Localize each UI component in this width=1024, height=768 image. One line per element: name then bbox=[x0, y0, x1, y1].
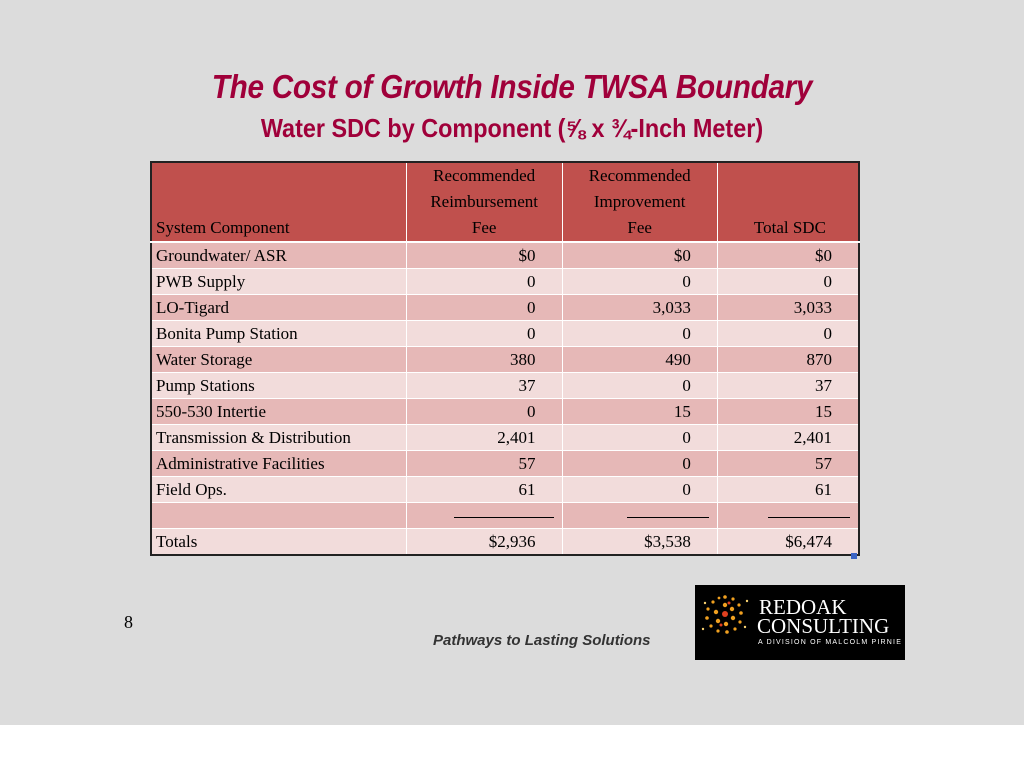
slide-subtitle: Water SDC by Component (⅝ x ¾-Inch Meter… bbox=[260, 113, 764, 143]
cell-grand-total: $6,474 bbox=[716, 528, 860, 556]
cell-improvement: 0 bbox=[561, 372, 718, 399]
subtotal-rule-row bbox=[150, 502, 860, 529]
cell-reimbursement: 380 bbox=[405, 346, 563, 373]
cell-reimbursement: 37 bbox=[405, 372, 563, 399]
table-row: Pump Stations 37 0 37 bbox=[150, 372, 860, 399]
cell-reimbursement: 0 bbox=[405, 268, 563, 295]
cell-improvement: 15 bbox=[561, 398, 718, 425]
cell-reimbursement: 0 bbox=[405, 320, 563, 347]
cell-component: Administrative Facilities bbox=[150, 450, 407, 477]
sunburst-logo-icon bbox=[701, 595, 749, 634]
table-row: Administrative Facilities 57 0 57 bbox=[150, 450, 860, 477]
table-row: PWB Supply 0 0 0 bbox=[150, 268, 860, 295]
table-row: Transmission & Distribution 2,401 0 2,40… bbox=[150, 424, 860, 451]
cell-component: Transmission & Distribution bbox=[150, 424, 407, 451]
slide: The Cost of Growth Inside TWSA Boundary … bbox=[0, 0, 1024, 725]
header-reimbursement-fee: Recommended Reimbursement Fee bbox=[405, 161, 563, 243]
totals-row: Totals $2,936 $3,538 $6,474 bbox=[150, 528, 860, 556]
redoak-logo: REDOAK CONSULTING A DIVISION OF MALCOLM … bbox=[695, 585, 905, 660]
cell-total-improvement: $3,538 bbox=[561, 528, 718, 556]
cell-improvement: 0 bbox=[561, 268, 718, 295]
cell-reimbursement: 57 bbox=[405, 450, 563, 477]
cell-improvement: 0 bbox=[561, 424, 718, 451]
logo-text-redoak: REDOAK bbox=[759, 595, 847, 619]
sdc-table: System Component Recommended Reimburseme… bbox=[150, 161, 860, 556]
cell-total: $0 bbox=[716, 241, 860, 269]
header-system-component: System Component bbox=[150, 161, 407, 243]
cell-improvement: 0 bbox=[561, 320, 718, 347]
logo-text-consulting: CONSULTING bbox=[757, 614, 890, 638]
cell-improvement: $0 bbox=[561, 241, 718, 269]
cell-component: 550-530 Intertie bbox=[150, 398, 407, 425]
cell-improvement: 0 bbox=[561, 450, 718, 477]
cell-total: 870 bbox=[716, 346, 860, 373]
cell-reimbursement: 2,401 bbox=[405, 424, 563, 451]
logo-division-text: A DIVISION OF MALCOLM PIRNIE bbox=[758, 639, 903, 646]
cell-total: 2,401 bbox=[716, 424, 860, 451]
table-row: LO-Tigard 0 3,033 3,033 bbox=[150, 294, 860, 321]
cell-total: 0 bbox=[716, 320, 860, 347]
table-resize-handle bbox=[851, 553, 857, 559]
cell-total: 0 bbox=[716, 268, 860, 295]
underline-rule bbox=[716, 502, 860, 529]
table-row: Bonita Pump Station 0 0 0 bbox=[150, 320, 860, 347]
tagline: Pathways to Lasting Solutions bbox=[433, 632, 651, 649]
cell-improvement: 490 bbox=[561, 346, 718, 373]
cell-component: Groundwater/ ASR bbox=[150, 241, 407, 269]
slide-title: The Cost of Growth Inside TWSA Boundary bbox=[211, 68, 813, 105]
cell-total-reimbursement: $2,936 bbox=[405, 528, 563, 556]
cell-reimbursement: $0 bbox=[405, 241, 563, 269]
underline-rule bbox=[561, 502, 718, 529]
page-number: 8 bbox=[124, 612, 133, 632]
cell-reimbursement: 0 bbox=[405, 294, 563, 321]
table-row: 550-530 Intertie 0 15 15 bbox=[150, 398, 860, 425]
table-row: Groundwater/ ASR $0 $0 $0 bbox=[150, 241, 860, 269]
underline-rule bbox=[405, 502, 563, 529]
cell-totals-label: Totals bbox=[150, 528, 407, 556]
cell-improvement: 0 bbox=[561, 476, 718, 503]
cell-component: LO-Tigard bbox=[150, 294, 407, 321]
header-improvement-fee: Recommended Improvement Fee bbox=[561, 161, 718, 243]
cell-total: 3,033 bbox=[716, 294, 860, 321]
cell-reimbursement: 0 bbox=[405, 398, 563, 425]
cell-reimbursement: 61 bbox=[405, 476, 563, 503]
header-total-sdc: Total SDC bbox=[716, 161, 860, 243]
cell-component: PWB Supply bbox=[150, 268, 407, 295]
cell-total: 57 bbox=[716, 450, 860, 477]
cell-total: 61 bbox=[716, 476, 860, 503]
table-header-row: System Component Recommended Reimburseme… bbox=[150, 161, 860, 243]
table-row: Water Storage 380 490 870 bbox=[150, 346, 860, 373]
cell-improvement: 3,033 bbox=[561, 294, 718, 321]
cell-component: Bonita Pump Station bbox=[150, 320, 407, 347]
cell-component: Field Ops. bbox=[150, 476, 407, 503]
cell-total: 15 bbox=[716, 398, 860, 425]
cell-empty bbox=[150, 502, 407, 529]
cell-component: Water Storage bbox=[150, 346, 407, 373]
cell-component: Pump Stations bbox=[150, 372, 407, 399]
cell-total: 37 bbox=[716, 372, 860, 399]
table-row: Field Ops. 61 0 61 bbox=[150, 476, 860, 503]
